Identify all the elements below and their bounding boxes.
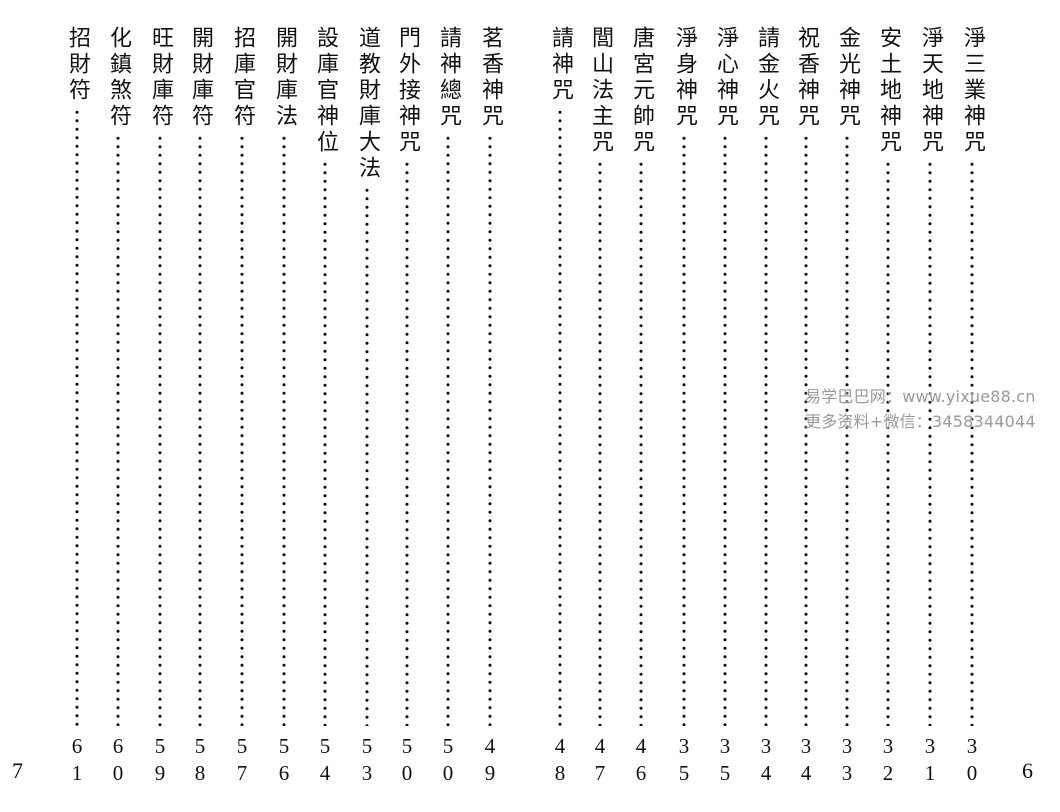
- dot-leader: [804, 134, 808, 726]
- toc-entry-page: 53: [355, 734, 379, 788]
- toc-entry: 道教財庫大法: [352, 26, 382, 726]
- toc-entry-title: 閭山法主咒: [588, 26, 613, 156]
- watermark-line-2: 更多资料+微信：3458344044: [805, 412, 1036, 431]
- dot-leader: [928, 160, 932, 726]
- toc-entry-page: 57: [230, 734, 254, 788]
- toc-entry-page: 32: [876, 734, 900, 788]
- dot-leader: [970, 160, 974, 726]
- dot-leader: [323, 160, 327, 726]
- toc-entry-title: 淨心神咒: [713, 26, 738, 130]
- toc-entry: 請神咒: [545, 26, 575, 726]
- toc-entry-title: 祝香神咒: [794, 26, 819, 130]
- dot-leader: [75, 108, 79, 726]
- toc-entry-page: 48: [548, 734, 572, 788]
- toc-entry-page: 31: [918, 734, 942, 788]
- toc-entry-page: 35: [672, 734, 696, 788]
- dot-leader: [488, 134, 492, 726]
- toc-entry: 旺財庫符: [145, 26, 175, 726]
- toc-entry: 茗香神咒: [475, 26, 505, 726]
- toc-entry-title: 請神總咒: [436, 26, 461, 130]
- dot-leader: [845, 134, 849, 726]
- dot-leader: [405, 160, 409, 726]
- page-number-left: 7: [12, 758, 23, 783]
- toc-entry-title: 淨三業神咒: [960, 26, 985, 156]
- dot-leader: [446, 134, 450, 726]
- toc-entry: 招庫官符: [227, 26, 257, 726]
- dot-leader: [116, 134, 120, 726]
- toc-entry: 化鎮煞符: [103, 26, 133, 726]
- toc-entry-title: 招庫官符: [230, 26, 255, 130]
- toc-entry-page: 33: [835, 734, 859, 788]
- toc-entry: 閭山法主咒: [585, 26, 615, 726]
- dot-leader: [240, 134, 244, 726]
- toc-entry-title: 茗香神咒: [478, 26, 503, 130]
- toc-entry-title: 請神咒: [548, 26, 573, 104]
- toc-entry-page: 58: [188, 734, 212, 788]
- toc-entry-title: 開財庫法: [272, 26, 297, 130]
- dot-leader: [598, 160, 602, 726]
- toc-entry-title: 設庫官神位: [313, 26, 338, 156]
- toc-entry-page: 61: [65, 734, 89, 788]
- watermark-line-1: 易学巴巴网：www.yixue88.cn: [805, 387, 1036, 406]
- dot-leader: [886, 160, 890, 726]
- toc-entry: 開財庫符: [185, 26, 215, 726]
- toc-entry-page: 60: [106, 734, 130, 788]
- page-number-right: 6: [1022, 758, 1033, 783]
- toc-entry-page: 59: [148, 734, 172, 788]
- toc-entry-title: 門外接神咒: [395, 26, 420, 156]
- toc-entry-title: 安土地神咒: [876, 26, 901, 156]
- toc-entry-page: 34: [794, 734, 818, 788]
- toc-entry-title: 淨天地神咒: [918, 26, 943, 156]
- toc-entry-page: 46: [629, 734, 653, 788]
- toc-entry-page: 49: [478, 734, 502, 788]
- dot-leader: [365, 186, 369, 726]
- toc-entry: 安土地神咒: [873, 26, 903, 726]
- dot-leader: [682, 134, 686, 726]
- toc-entry-title: 道教財庫大法: [355, 26, 380, 182]
- toc-entry-page: 50: [436, 734, 460, 788]
- dot-leader: [764, 134, 768, 726]
- toc-entry: 淨天地神咒: [915, 26, 945, 726]
- toc-entry-title: 開財庫符: [188, 26, 213, 130]
- dot-leader: [158, 134, 162, 726]
- toc-entry: 開財庫法: [269, 26, 299, 726]
- toc-entry-title: 旺財庫符: [148, 26, 173, 130]
- toc-entry-title: 唐宮元帥咒: [629, 26, 654, 156]
- toc-entry: 請金火咒: [751, 26, 781, 726]
- toc-entry-page: 47: [588, 734, 612, 788]
- toc-entry: 設庫官神位: [310, 26, 340, 726]
- dot-leader: [639, 160, 643, 726]
- toc-entry: 金光神咒: [832, 26, 862, 726]
- toc-entry: 祝香神咒: [791, 26, 821, 726]
- toc-entry-page: 30: [960, 734, 984, 788]
- toc-entry: 淨身神咒: [669, 26, 699, 726]
- toc-entry-page: 34: [754, 734, 778, 788]
- dot-leader: [723, 134, 727, 726]
- toc-entry: 招財符: [62, 26, 92, 726]
- dot-leader: [282, 134, 286, 726]
- toc-entry: 請神總咒: [433, 26, 463, 726]
- toc-entry-page: 54: [313, 734, 337, 788]
- toc-entry-page: 50: [395, 734, 419, 788]
- dot-leader: [558, 108, 562, 726]
- toc-entry-title: 金光神咒: [835, 26, 860, 130]
- toc-entry: 門外接神咒: [392, 26, 422, 726]
- toc-entry: 淨三業神咒: [957, 26, 987, 726]
- toc-entry-title: 招財符: [65, 26, 90, 104]
- dot-leader: [198, 134, 202, 726]
- toc-entry-title: 化鎮煞符: [106, 26, 131, 130]
- toc-entry-page: 35: [713, 734, 737, 788]
- toc-entry: 唐宮元帥咒: [626, 26, 656, 726]
- toc-entry-page: 56: [272, 734, 296, 788]
- toc-entry-title: 淨身神咒: [672, 26, 697, 130]
- toc-entry: 淨心神咒: [710, 26, 740, 726]
- toc-entry-title: 請金火咒: [754, 26, 779, 130]
